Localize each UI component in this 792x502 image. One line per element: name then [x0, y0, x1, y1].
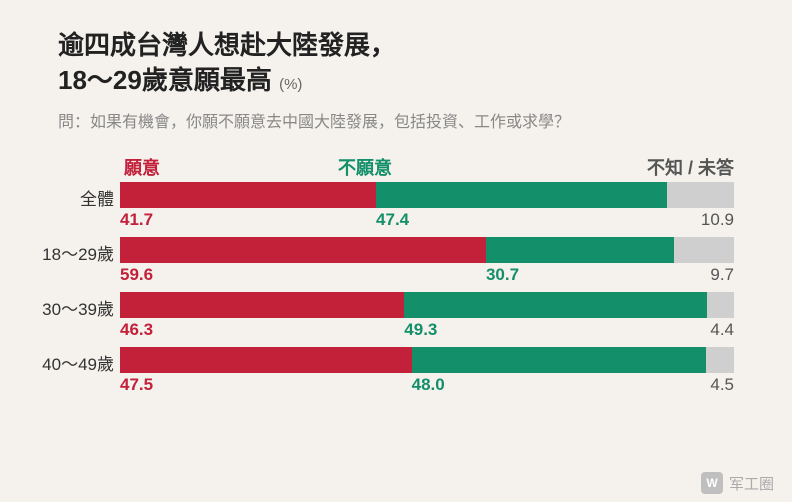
wechat-icon: W — [701, 472, 723, 494]
survey-question: 問：如果有機會，你願不願意去中國大陸發展，包括投資、工作或求學？ — [58, 108, 734, 132]
segment-dk — [706, 347, 734, 373]
value-dk: 4.4 — [710, 320, 734, 340]
segment-willing — [120, 347, 412, 373]
segment-willing — [120, 182, 376, 208]
value-labels: 46.3 49.3 4.4 — [120, 320, 734, 342]
row-label: 40～49歲 — [0, 350, 120, 375]
title-line1: 逾四成台灣人想赴大陸發展， — [58, 30, 396, 60]
segment-unwilling — [412, 347, 707, 373]
value-willing: 46.3 — [120, 320, 153, 340]
value-labels: 47.5 48.0 4.5 — [120, 375, 734, 397]
value-willing: 47.5 — [120, 375, 153, 395]
row-label: 30～39歲 — [0, 295, 120, 320]
value-dk: 4.5 — [710, 375, 734, 395]
value-unwilling: 48.0 — [412, 375, 445, 395]
bar-track — [120, 237, 734, 263]
row-label: 18～29歲 — [0, 240, 120, 265]
legend: 願意 不願意 不知 / 未答 — [58, 154, 734, 178]
segment-willing — [120, 292, 404, 318]
chart-row: 全體41.747.410.9 — [58, 182, 734, 237]
legend-willing: 願意 — [124, 154, 160, 180]
chart-row: 40～49歲47.548.04.5 — [58, 347, 734, 402]
value-dk: 10.9 — [701, 210, 734, 230]
row-label: 全體 — [0, 185, 120, 210]
stacked-bar-chart: 全體41.747.410.918～29歲59.630.79.730～39歲46.… — [58, 182, 734, 402]
chart-row: 30～39歲46.349.34.4 — [58, 292, 734, 347]
bar-track — [120, 292, 734, 318]
title-unit: (%) — [279, 76, 302, 93]
title-line2: 18～29歲意願最高 — [58, 65, 272, 95]
chart-title: 逾四成台灣人想赴大陸發展， 18～29歲意願最高 (%) — [58, 28, 734, 98]
bar-track — [120, 347, 734, 373]
value-willing: 59.6 — [120, 265, 153, 285]
segment-dk — [674, 237, 734, 263]
segment-unwilling — [404, 292, 707, 318]
value-labels: 41.7 47.4 10.9 — [120, 210, 734, 232]
segment-unwilling — [376, 182, 667, 208]
chart-row: 18～29歲59.630.79.7 — [58, 237, 734, 292]
segment-dk — [707, 292, 734, 318]
source-footer: W 军工圈 — [701, 472, 774, 494]
value-willing: 41.7 — [120, 210, 153, 230]
value-dk: 9.7 — [710, 265, 734, 285]
value-unwilling: 47.4 — [376, 210, 409, 230]
value-unwilling: 49.3 — [404, 320, 437, 340]
segment-unwilling — [486, 237, 674, 263]
legend-unwilling: 不願意 — [338, 154, 392, 180]
legend-dk: 不知 / 未答 — [647, 154, 734, 180]
source-label: 军工圈 — [729, 473, 774, 494]
value-labels: 59.6 30.7 9.7 — [120, 265, 734, 287]
value-unwilling: 30.7 — [486, 265, 519, 285]
bar-track — [120, 182, 734, 208]
segment-dk — [667, 182, 734, 208]
segment-willing — [120, 237, 486, 263]
